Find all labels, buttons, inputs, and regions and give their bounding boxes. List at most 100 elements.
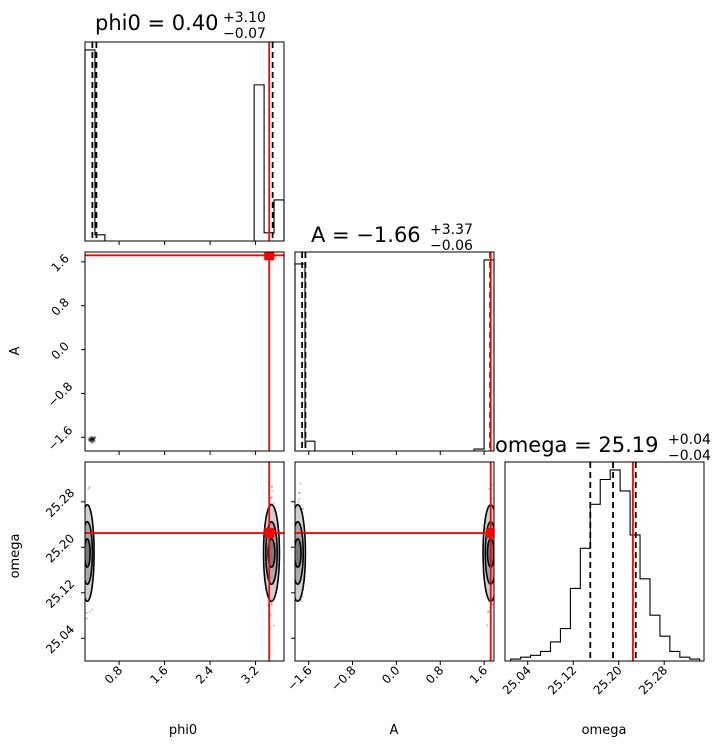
hist-step-phi0 xyxy=(84,49,285,242)
sample-point xyxy=(89,440,92,443)
sample-point xyxy=(89,439,93,442)
xtick-label-phi0: 0.8 xyxy=(102,663,125,686)
xlabel-A: A xyxy=(390,723,399,738)
sample-point xyxy=(92,437,95,440)
sample-point xyxy=(92,438,96,441)
xtick-label-A: 1.6 xyxy=(467,663,490,686)
ytick-label-A: 0.8 xyxy=(48,295,71,318)
ytick-label-A: 0.0 xyxy=(48,339,71,362)
sample-point xyxy=(298,491,301,495)
title-phi0-plus: +3.10 xyxy=(223,10,266,26)
svg-text:omega = 25.19: omega = 25.19 xyxy=(495,433,659,457)
sample-point xyxy=(92,437,95,441)
sample-point xyxy=(87,438,91,441)
sample-point xyxy=(89,437,92,441)
scatter-panel-omega_vs_phi0 xyxy=(82,461,285,662)
sample-point xyxy=(90,436,94,440)
sample-point xyxy=(88,610,91,614)
sample-point xyxy=(88,438,91,441)
xtick-label-omega: 25.12 xyxy=(545,663,579,697)
title-omega-plus: +0.04 xyxy=(668,432,711,448)
panel-frame-A xyxy=(294,251,495,452)
sample-point xyxy=(91,438,95,441)
svg-text:phi0 = 0.40: phi0 = 0.40 xyxy=(95,11,219,35)
panel-frame-omega_vs_A xyxy=(294,461,495,662)
xlabel-omega: omega xyxy=(582,723,627,738)
title-phi0-minus: −0.07 xyxy=(223,26,266,42)
sample-point xyxy=(93,439,97,442)
sample-point xyxy=(299,482,302,485)
xtick-label-A: 0.8 xyxy=(423,663,446,686)
xtick-label-A: −0.8 xyxy=(328,663,359,694)
sample-point xyxy=(89,437,92,441)
sample-point xyxy=(270,602,274,606)
hist-panel-phi0 xyxy=(84,41,285,242)
ylabel-A: A xyxy=(8,346,23,355)
sample-point xyxy=(92,439,96,442)
sample-point xyxy=(93,436,97,439)
panel-frame-omega_vs_phi0 xyxy=(84,461,285,662)
panel-content-A_vs_phi0 xyxy=(85,252,284,451)
panel-frame-A_vs_phi0 xyxy=(84,251,285,452)
sample-point xyxy=(91,438,95,441)
sample-point xyxy=(90,437,93,441)
ytick-label-A: −1.6 xyxy=(45,423,76,454)
sample-point xyxy=(270,604,273,607)
sample-point xyxy=(91,439,94,443)
sample-point xyxy=(82,519,84,521)
sample-point xyxy=(495,529,497,531)
contour-level-omega_vs_A xyxy=(295,537,302,568)
sample-point xyxy=(89,439,93,442)
hist-panel-omega xyxy=(504,461,705,662)
sample-point xyxy=(87,439,91,442)
sample-point xyxy=(491,603,494,606)
sample-point xyxy=(88,438,91,442)
sample-point xyxy=(89,436,92,439)
sample-point xyxy=(91,436,94,440)
sample-point xyxy=(487,610,490,613)
xtick-label-phi0: 2.4 xyxy=(193,663,216,686)
panel-frame-omega xyxy=(504,461,705,662)
sample-point xyxy=(298,491,301,494)
sample-point xyxy=(90,438,94,441)
ytick-label-omega: 25.28 xyxy=(43,486,77,520)
xtick-label-omega: 25.20 xyxy=(591,663,625,697)
title-phi0: phi0 = 0.40 +3.10 −0.07 xyxy=(95,10,266,42)
xlabel-phi0: phi0 xyxy=(169,723,197,738)
xtick-label-phi0: 3.2 xyxy=(238,663,261,686)
sample-point xyxy=(491,497,494,500)
sample-point xyxy=(90,440,94,444)
sample-point xyxy=(270,496,274,499)
sample-point xyxy=(300,599,303,602)
svg-text:A = −1.66: A = −1.66 xyxy=(311,223,421,247)
sample-point xyxy=(89,438,93,441)
sample-point xyxy=(89,438,92,442)
sample-point xyxy=(272,502,276,505)
sample-point xyxy=(90,441,94,445)
sample-point xyxy=(88,486,91,489)
sample-point xyxy=(93,437,96,440)
xtick-label-omega: 25.28 xyxy=(636,663,670,697)
sample-point xyxy=(90,437,94,440)
sample-point xyxy=(90,435,93,438)
contour-level-omega_vs_phi0 xyxy=(85,537,91,568)
scatter-panel-omega_vs_A xyxy=(294,461,497,662)
panel-content-omega_vs_A xyxy=(295,462,497,661)
sample-point xyxy=(91,439,94,442)
sample-point xyxy=(297,501,300,504)
hist-step-omega xyxy=(510,469,701,661)
ytick-label-omega: 25.12 xyxy=(43,577,77,611)
sample-point xyxy=(91,437,95,440)
hist-panel-A xyxy=(294,251,495,452)
sample-point xyxy=(87,436,91,439)
truth-marker-omega_vs_phi0 xyxy=(264,528,275,539)
sample-point xyxy=(485,624,489,627)
sample-point xyxy=(92,441,95,444)
xtick-label-omega: 25.04 xyxy=(500,663,534,697)
sample-point xyxy=(301,507,304,510)
truth-marker-omega_vs_A xyxy=(485,528,494,539)
sample-point xyxy=(89,438,93,442)
sample-point xyxy=(92,438,95,442)
sample-point xyxy=(92,437,96,440)
